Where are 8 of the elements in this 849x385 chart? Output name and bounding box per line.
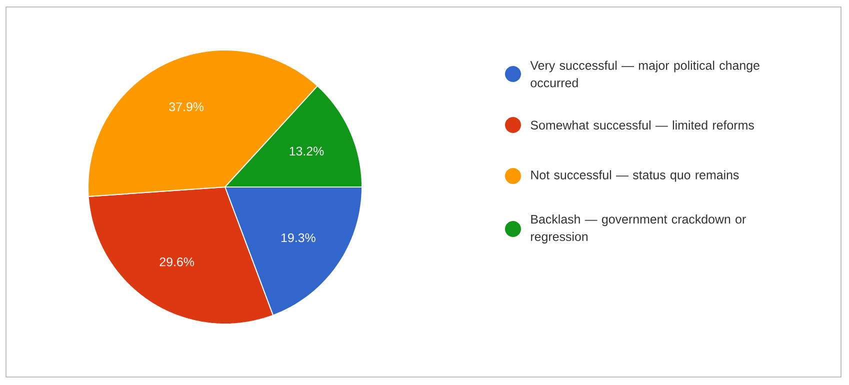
data-label: 37.9%	[169, 102, 204, 112]
legend-label: Backlash — government crackdown or regression	[531, 214, 746, 244]
legend-label: Somewhat successful — limited reforms	[530, 120, 754, 130]
legend-label: Very successful — major political change occurred	[530, 60, 760, 88]
data-label: 13.2%	[290, 146, 324, 156]
data-label: 29.6%	[160, 257, 194, 266]
data-label: 19.3%	[281, 233, 316, 242]
legend-label: Not successful — status quo remains	[531, 170, 739, 182]
